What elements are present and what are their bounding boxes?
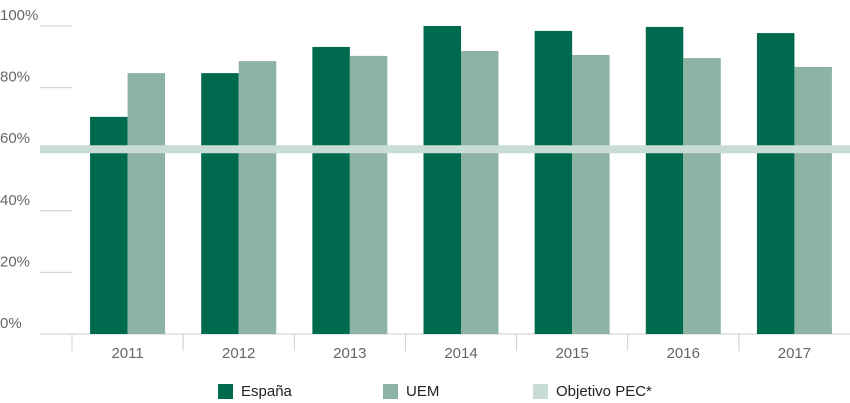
bar	[423, 26, 461, 334]
bar	[201, 73, 239, 335]
bar	[461, 50, 499, 334]
bar	[349, 55, 388, 334]
legend-swatch	[533, 384, 548, 399]
bar	[683, 58, 721, 334]
legend-label: UEM	[406, 383, 439, 400]
y-tick-label: 20%	[0, 253, 30, 270]
x-tick-label: 2013	[333, 345, 366, 362]
bar	[645, 26, 684, 334]
bar	[534, 30, 573, 334]
y-tick-label: 40%	[0, 192, 30, 209]
bar	[572, 54, 610, 335]
legend-swatch	[383, 384, 398, 399]
y-tick-label: 60%	[0, 130, 30, 147]
x-tick-label: 2016	[667, 345, 700, 362]
y-tick-label: 100%	[0, 7, 38, 24]
legend-label: Objetivo PEC*	[556, 383, 652, 400]
x-tick-label: 2012	[222, 345, 255, 362]
x-tick-label: 2017	[778, 345, 811, 362]
y-tick-label: 80%	[0, 69, 30, 86]
x-tick-label: 2011	[111, 345, 143, 362]
bar	[756, 33, 795, 335]
bar	[238, 61, 277, 334]
bar	[127, 73, 166, 335]
bar	[312, 46, 350, 334]
x-tick-label: 2015	[555, 345, 588, 362]
legend-swatch	[218, 384, 233, 399]
legend-label: España	[241, 383, 293, 400]
bar	[794, 66, 832, 335]
y-tick-label: 0%	[0, 315, 22, 332]
x-tick-label: 2014	[444, 345, 477, 362]
